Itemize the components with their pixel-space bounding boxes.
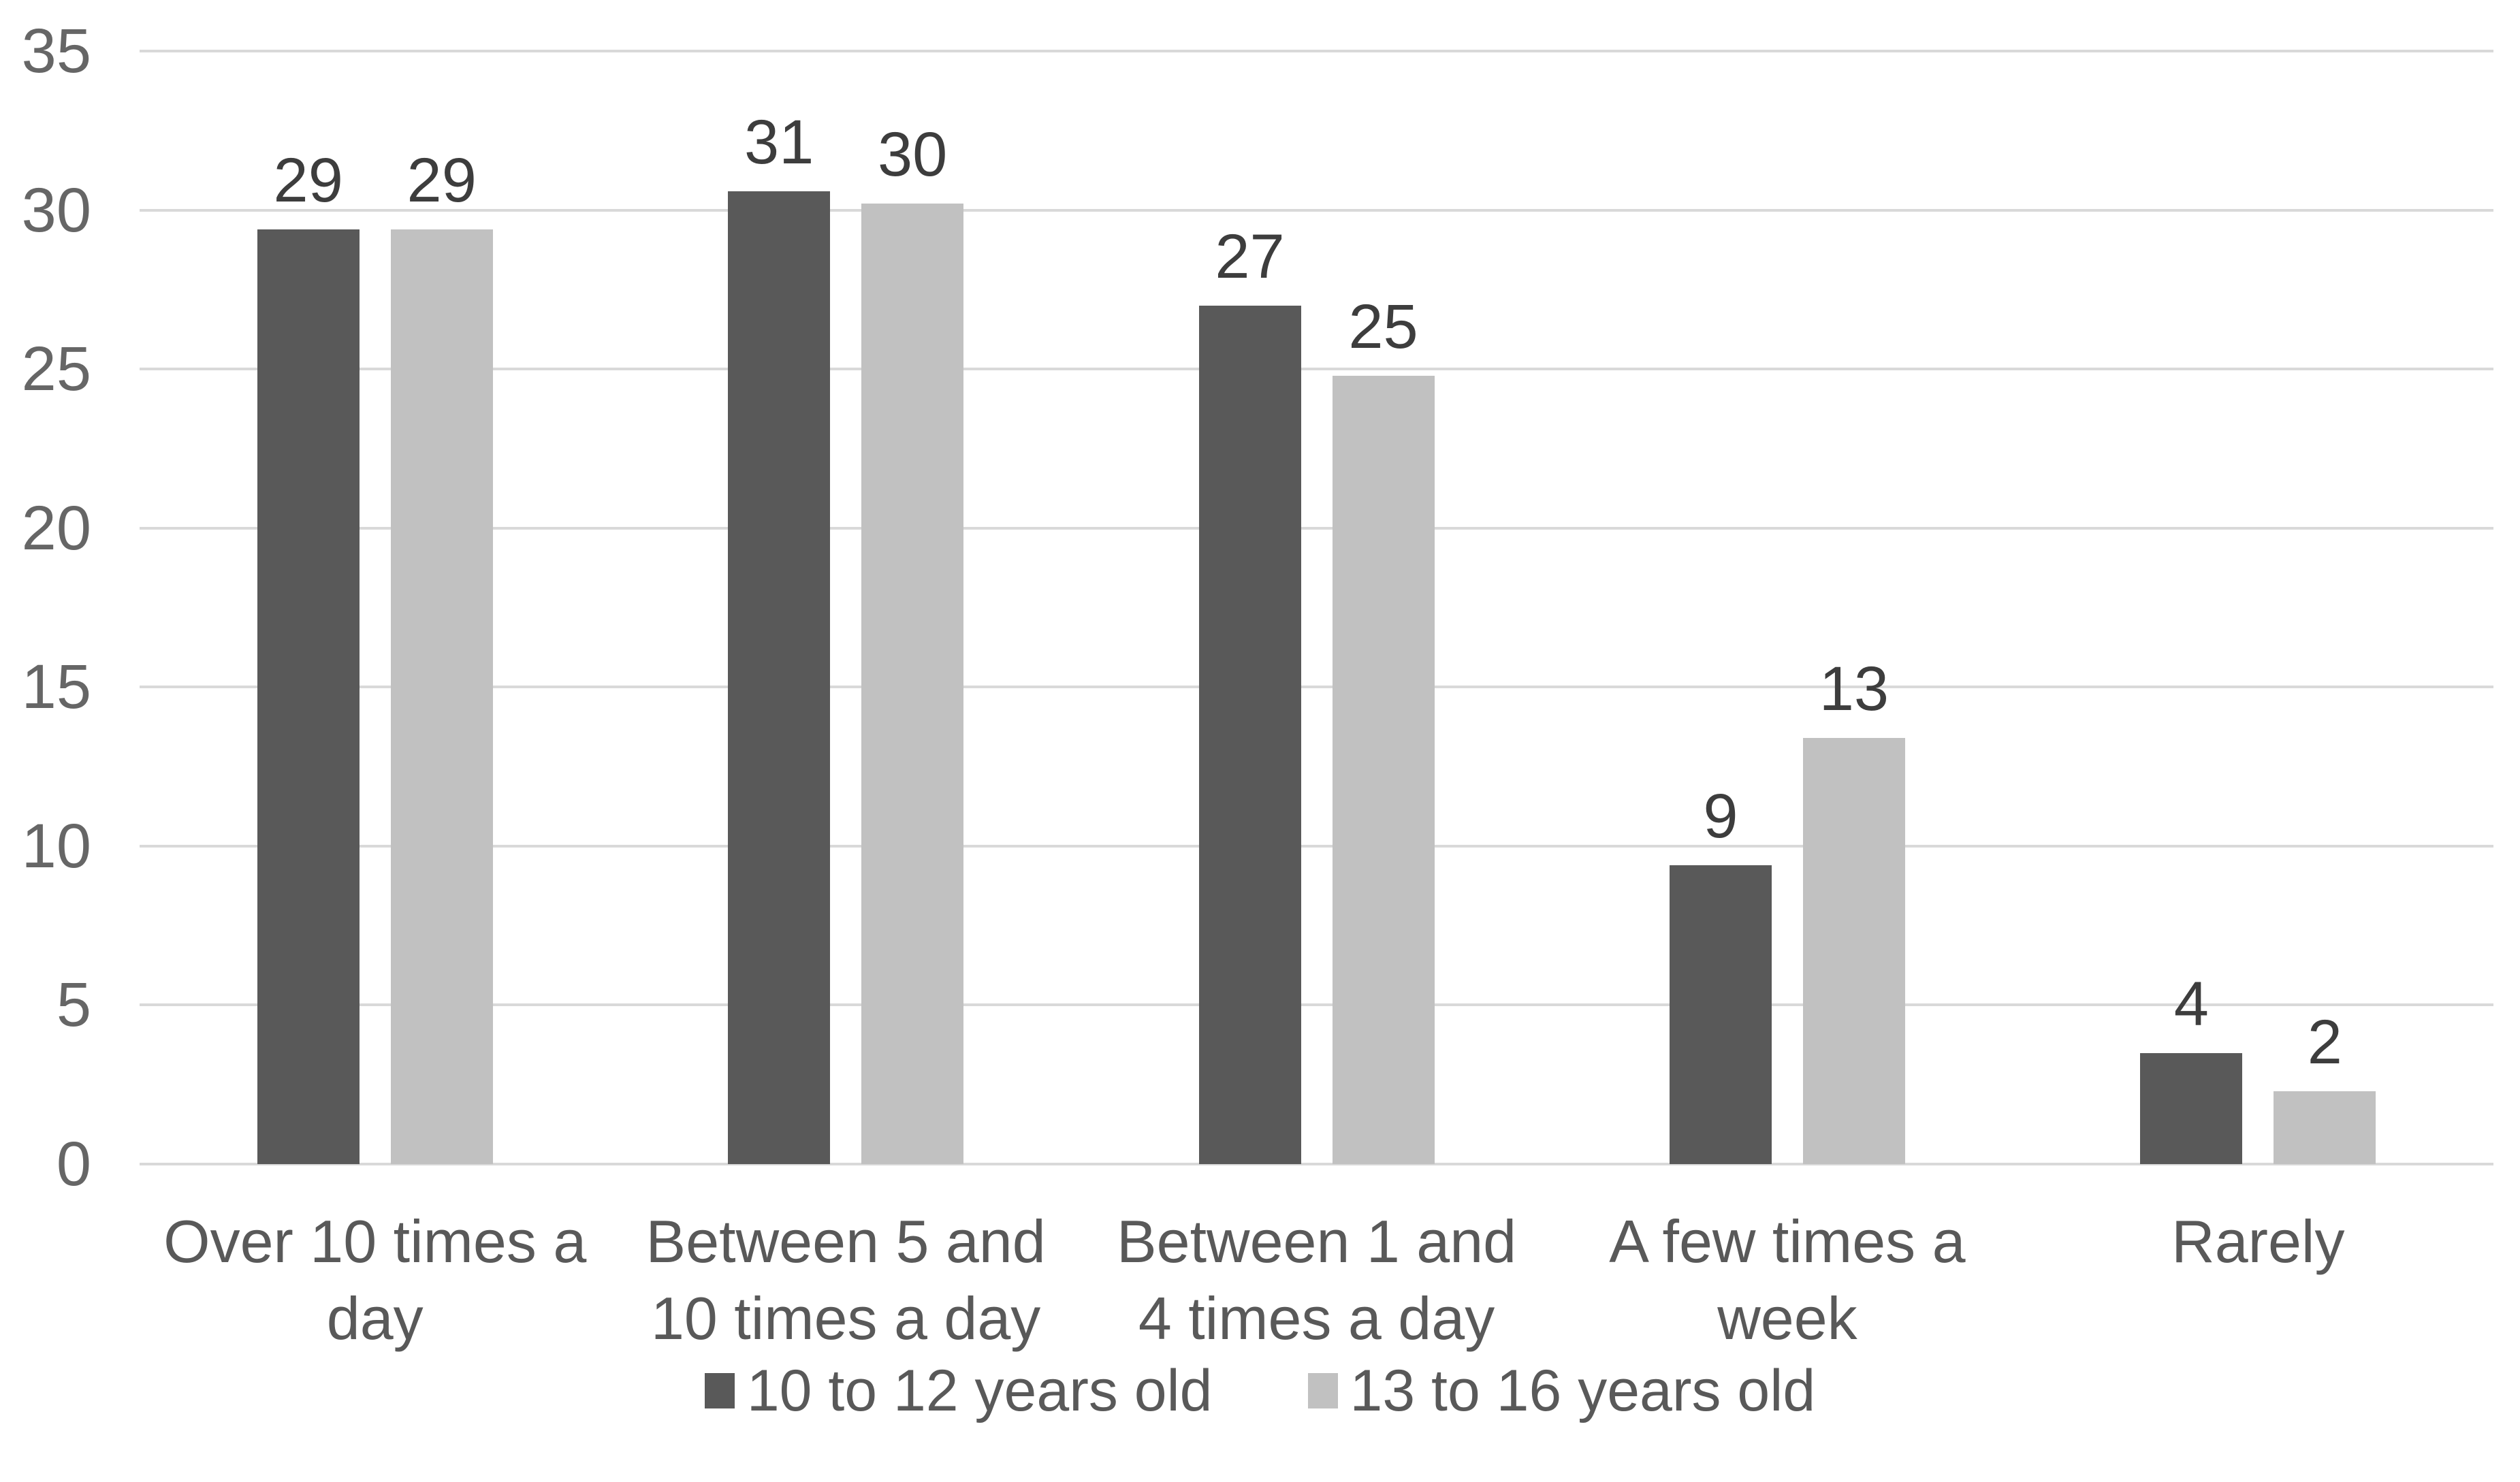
x-axis: Over 10 times a day Between 5 and 10 time… [140, 1204, 2493, 1357]
bars-layer: 29 29 31 30 27 25 9 13 4 2 [140, 51, 2493, 1164]
legend-marker-icon [704, 1373, 735, 1408]
bar-value-label: 13 [1819, 654, 1889, 724]
bar-s2-c3: 25 [1332, 295, 1435, 1164]
legend-item-2: 13 to 16 years old [1307, 1358, 1816, 1423]
category-label-1: Over 10 times a day [163, 1208, 587, 1352]
gridline-25 [140, 368, 2493, 371]
gridline-20 [140, 526, 2493, 530]
y-tick-label-30: 30 [21, 175, 91, 245]
bar-value-label: 25 [1348, 291, 1418, 361]
category-label-4: A few times a week [1609, 1208, 1966, 1352]
y-tick-label-25: 25 [21, 334, 91, 404]
gridline-15 [140, 686, 2493, 689]
gridline-5 [140, 1003, 2493, 1007]
legend: 10 to 12 years old 13 to 16 years old [0, 1362, 2520, 1420]
bar-value-label: 30 [877, 120, 948, 190]
bar-value-label: 29 [406, 145, 477, 215]
gridline-0 [140, 1163, 2493, 1165]
y-tick-label-5: 5 [56, 970, 91, 1040]
legend-item-1: 10 to 12 years old [704, 1358, 1213, 1423]
bar-value-label: 31 [744, 107, 814, 177]
y-tick-label-0: 0 [56, 1129, 91, 1199]
gridline-30 [140, 208, 2493, 212]
legend-label-2: 13 to 16 years old [1350, 1358, 1816, 1423]
bar-group-3: 27 25 [1081, 51, 1552, 1164]
bar-s1-c5: 4 [2140, 973, 2243, 1164]
y-tick-label-10: 10 [21, 811, 91, 881]
y-tick-label-15: 15 [21, 652, 91, 722]
category-label-5: Rarely [2171, 1208, 2345, 1275]
bar-s1-c2: 31 [728, 111, 831, 1164]
bar-group-2: 31 30 [610, 51, 1081, 1164]
bar-s1-c1: 29 [257, 149, 360, 1164]
legend-label-1: 10 to 12 years old [746, 1358, 1213, 1423]
bar-value-label: 9 [1703, 781, 1738, 851]
bar-s1-c3: 27 [1198, 225, 1301, 1164]
bar-s2-c1: 29 [390, 149, 493, 1164]
y-tick-label-35: 35 [21, 16, 91, 86]
bar-value-label: 29 [273, 145, 343, 215]
bar-s2-c5: 2 [2274, 1011, 2376, 1164]
category-label-2: Between 5 and 10 times a day [645, 1208, 1046, 1352]
bar-value-label: 27 [1215, 221, 1285, 291]
bar-value-label: 4 [2173, 969, 2209, 1039]
bar-group-4: 9 13 [1552, 51, 2022, 1164]
y-axis: 0 5 10 15 20 25 30 35 [0, 20, 91, 1195]
bar-s2-c2: 30 [861, 123, 964, 1164]
gridline-35 [140, 50, 2493, 52]
bar-group-1: 29 29 [140, 51, 610, 1164]
bar-value-label: 2 [2307, 1007, 2342, 1077]
legend-marker-icon [1307, 1373, 1338, 1408]
category-label-3: Between 1 and 4 times a day [1116, 1208, 1517, 1352]
gridline-10 [140, 844, 2493, 848]
bar-s2-c4: 13 [1802, 658, 1905, 1164]
bar-s1-c4: 9 [1669, 785, 1772, 1164]
y-tick-label-20: 20 [21, 493, 91, 563]
plot-area: 29 29 31 30 27 25 9 13 4 2 [140, 50, 2493, 1165]
